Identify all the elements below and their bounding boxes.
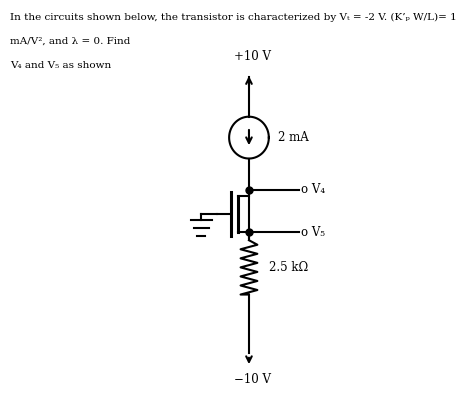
Text: V₄ and V₅ as shown: V₄ and V₅ as shown: [10, 61, 112, 70]
Text: −10 V: −10 V: [234, 373, 271, 386]
Text: In the circuits shown below, the transistor is characterized by Vₜ = -2 V. (K’ₚ : In the circuits shown below, the transis…: [10, 13, 457, 22]
Text: o V₄: o V₄: [301, 184, 325, 196]
Text: 2.5 kΩ: 2.5 kΩ: [269, 261, 308, 274]
Text: mA/V², and λ = 0. Find: mA/V², and λ = 0. Find: [10, 37, 131, 46]
Text: 2 mA: 2 mA: [278, 131, 309, 144]
Text: o V₅: o V₅: [301, 226, 325, 239]
Text: +10 V: +10 V: [234, 50, 271, 63]
